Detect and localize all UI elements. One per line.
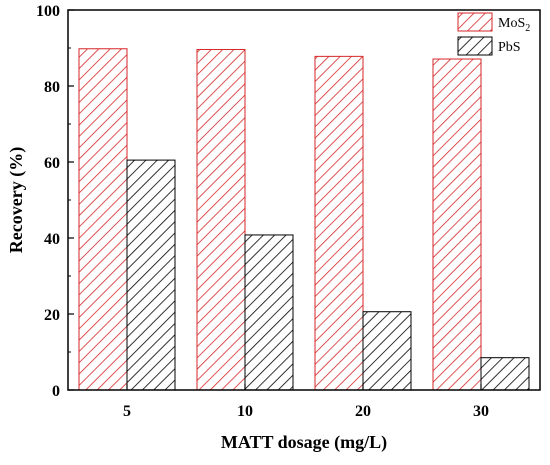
y-axis-title: Recovery (%)	[6, 147, 27, 253]
x-tick-label: 30	[473, 403, 489, 420]
legend-swatch-mos2	[457, 12, 493, 32]
plot-frame	[67, 9, 541, 391]
bar-mos2-20	[314, 55, 364, 391]
bar-mos2-30	[432, 58, 482, 391]
legend-label-mos2: MoS2	[498, 16, 530, 34]
x-tick-label: 10	[237, 403, 253, 420]
y-tick-label: 80	[44, 79, 60, 96]
legend-swatch-pbs	[457, 36, 493, 56]
x-axis-title: MATT dosage (mg/L)	[221, 432, 387, 453]
bar-pbs-5	[126, 159, 176, 391]
x-axis-ticks: 5 10 20 30	[123, 384, 489, 420]
legend: MoS2 PbS	[457, 12, 530, 56]
bar-mos2-10	[196, 49, 246, 391]
x-tick-label: 5	[123, 403, 131, 420]
bar-pbs-30	[480, 357, 530, 391]
y-tick-label: 0	[52, 383, 60, 400]
y-tick-label: 40	[44, 231, 60, 248]
legend-label-pbs: PbS	[498, 40, 521, 55]
bar-pbs-20	[362, 311, 412, 391]
bar-mos2-5	[78, 48, 128, 391]
y-tick-label: 60	[44, 155, 60, 172]
x-tick-label: 20	[355, 403, 371, 420]
bars-group	[78, 48, 530, 391]
bar-pbs-10	[244, 234, 294, 391]
y-tick-label: 20	[44, 307, 60, 324]
y-tick-label: 100	[36, 3, 60, 20]
